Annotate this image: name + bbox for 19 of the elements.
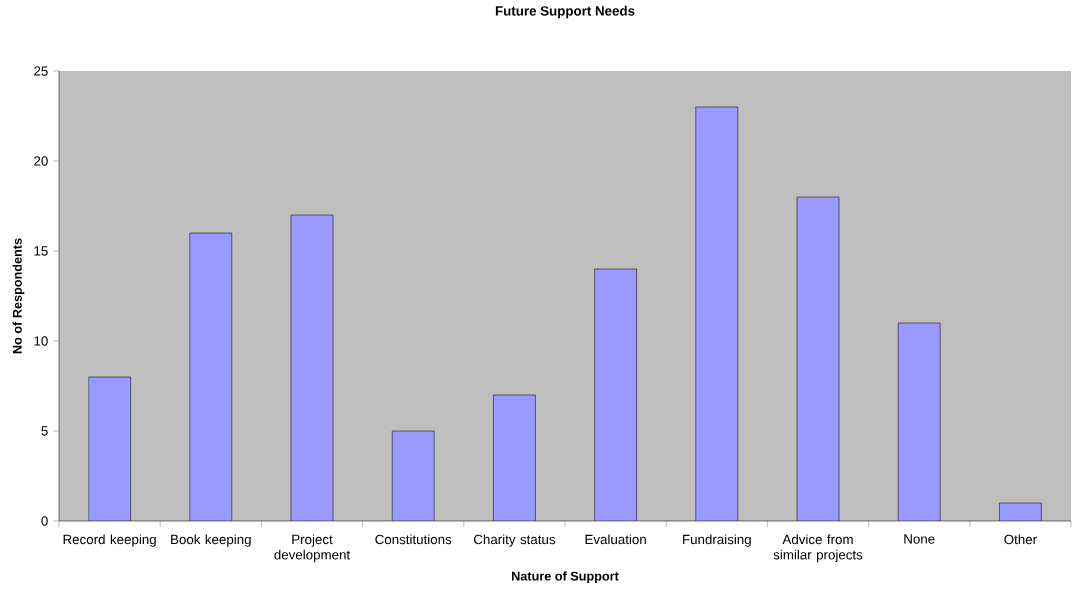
y-tick-label: 15: [34, 246, 48, 256]
x-tick-label: Charity status: [473, 534, 556, 547]
x-axis-title: Nature of Support: [512, 571, 619, 584]
x-tick-label: Constitutions: [375, 534, 452, 545]
x-tick-label: Project development: [274, 534, 351, 563]
x-tick-label: Other: [1004, 534, 1037, 545]
y-tick-label: 10: [34, 336, 48, 346]
x-tick-label: Evaluation: [585, 534, 646, 545]
x-tick-label: Advice from similar projects: [773, 534, 863, 563]
y-tick-label: 0: [41, 516, 48, 526]
x-tick-label: Book keeping: [171, 534, 251, 547]
x-tick-label: Record keeping: [63, 534, 156, 547]
y-tick-label: 5: [41, 426, 48, 436]
chart-title: Future Support Needs: [495, 5, 635, 19]
y-tick-label: 20: [34, 156, 48, 166]
x-tick-label: None: [904, 534, 935, 544]
x-tick-label: Fundraising: [683, 534, 751, 547]
y-tick-label: 25: [34, 66, 48, 76]
y-axis-title: No of Respondents: [12, 238, 25, 354]
